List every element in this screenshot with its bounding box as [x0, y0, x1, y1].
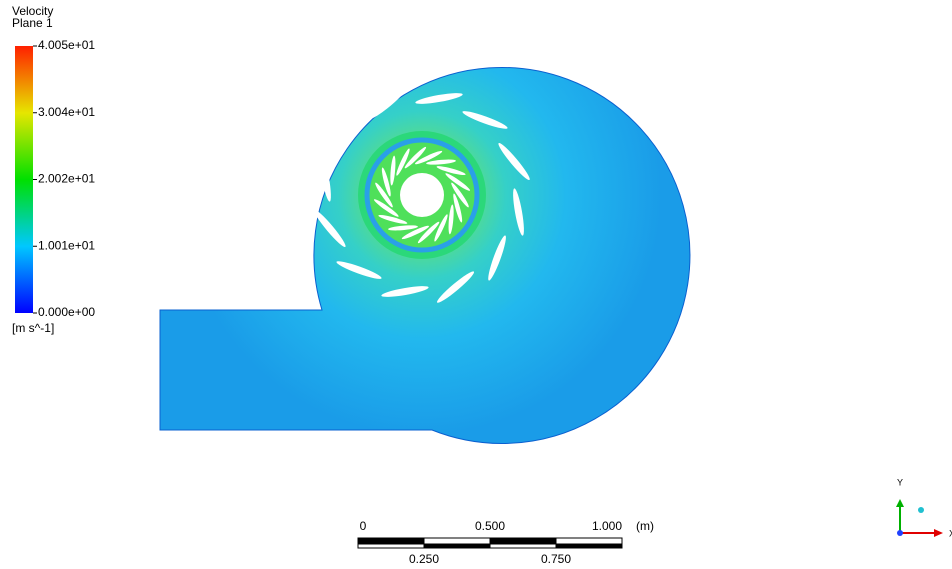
inner-blade: [390, 155, 396, 186]
scale-label: 0: [360, 519, 367, 533]
scale-segment: [357, 537, 425, 545]
scale-segment: [357, 543, 425, 549]
outer-blade: [488, 235, 506, 281]
scale-segment: [489, 543, 557, 549]
inner-blade: [381, 167, 391, 197]
hub: [400, 173, 444, 217]
inner-blade: [436, 166, 466, 175]
inner-blade: [414, 150, 443, 165]
outer-blade: [314, 209, 346, 248]
inner-blade: [396, 148, 410, 176]
legend-unit: [m s^-1]: [12, 321, 54, 335]
inner-blade: [448, 204, 454, 235]
outer-blade: [320, 154, 331, 202]
y-arrow-head: [896, 499, 904, 507]
scale-unit: (m): [636, 519, 654, 533]
scale-label: 1.000: [592, 519, 622, 533]
inner-blade: [378, 215, 408, 224]
outer-blade: [513, 188, 524, 236]
inner-blade: [401, 225, 430, 240]
outer-blade: [498, 142, 530, 181]
scale-label: 0.500: [475, 519, 505, 533]
outer-blade: [462, 111, 508, 129]
inner-blade: [453, 193, 463, 223]
scale-label: 0.250: [409, 552, 439, 566]
outer-blade: [336, 261, 382, 279]
scale-label: 0.750: [541, 552, 571, 566]
scale-segment: [555, 543, 623, 549]
legend-subtitle: Plane 1: [12, 16, 53, 30]
scale-segment: [555, 537, 623, 545]
triad-origin: [897, 530, 903, 536]
inner-blade: [375, 182, 393, 208]
outer-blade: [369, 87, 408, 119]
legend-label: 2.002e+01: [38, 172, 95, 186]
inner-blade: [388, 225, 418, 231]
triad-y: Y: [897, 477, 903, 487]
inner-blade: [445, 173, 471, 191]
legend-label: 3.004e+01: [38, 105, 95, 119]
inner-blade: [404, 146, 427, 169]
outer-blade: [338, 109, 356, 155]
color-bar: [15, 46, 33, 313]
scale-segment: [423, 543, 491, 549]
legend-label: 1.001e+01: [38, 238, 95, 252]
scale-segment: [489, 537, 557, 545]
legend-label: 4.005e+01: [38, 38, 95, 52]
outer-blade: [415, 93, 463, 104]
inner-blade: [426, 159, 456, 165]
legend-title: Velocity: [12, 4, 53, 18]
triad-dot: [918, 507, 924, 513]
inner-blade: [373, 199, 399, 217]
outer-blade: [381, 286, 429, 297]
x-arrow-head: [934, 529, 943, 537]
scale-segment: [423, 537, 491, 545]
inner-blade: [417, 221, 440, 244]
legend-label: 0.000e+00: [38, 305, 95, 319]
inner-blade: [451, 182, 469, 208]
triad-x: X: [949, 528, 952, 538]
inner-blade: [434, 214, 448, 242]
outer-blade: [436, 271, 475, 303]
